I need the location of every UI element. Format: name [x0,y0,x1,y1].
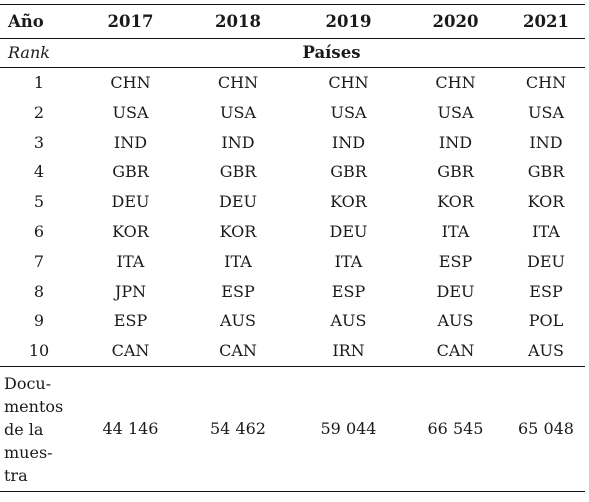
country-code-cell: CHN [217,73,259,92]
rank-row: 10 CAN CAN IRN CAN AUS [0,336,585,367]
country-code-cell: KOR [437,192,474,212]
country-ranking-table: Año 2017 2018 2019 2020 2021 Rank Países… [0,4,585,492]
country-code-cell: IND [529,132,563,152]
rank-number: 10 [0,336,78,367]
documents-label-line: de la [4,419,44,439]
year-header-2017: 2017 [78,4,183,39]
country-code-cell: ITA [532,221,560,241]
country-code-cell: IND [113,132,148,152]
country-code-cell: POL [528,311,564,331]
country-code-cell: ITA [334,251,363,271]
year-column-header: Año [0,4,78,39]
rank-number: 8 [33,281,45,301]
year-header-2018: 2018 [183,4,293,39]
documents-count-2020: 66 545 [404,366,507,492]
rank-row: 9 ESP AUS AUS AUS POL [0,306,585,336]
documents-count-2017: 44 146 [78,366,183,492]
country-code-cell: CAN [183,336,293,367]
country-code-cell: CAN [404,336,507,367]
country-code-cell: USA [528,102,564,122]
rank-number: 9 [33,311,45,331]
country-code-cell: ESP [529,281,563,301]
country-code-cell: CHN [435,73,476,92]
documents-label-line: tra [4,465,28,485]
country-code-cell: ESP [438,251,473,271]
country-code-cell: DEU [436,281,475,301]
rank-number: 3 [33,132,45,152]
country-code-cell: IND [331,132,366,152]
documents-label: Docu- mentos de la mues- tra [0,366,78,492]
country-code-cell: GBR [330,162,367,182]
country-code-cell: KOR [219,221,257,241]
rank-number: 5 [33,192,45,212]
country-code-cell: AUS [330,311,367,331]
country-code-cell: IRN [293,336,404,367]
rank-number: 6 [33,221,45,241]
documents-count-2018: 54 462 [183,366,293,492]
documents-section: Docu- mentos de la mues- tra 44 146 54 4… [0,366,585,492]
country-code-cell: KOR [527,192,565,212]
documents-label-line: mues- [4,442,53,462]
country-code-cell: GBR [527,162,565,182]
rank-row: 4 GBR GBR GBR GBR GBR [0,157,585,187]
country-code-cell: GBR [437,162,474,182]
country-code-cell: USA [330,102,367,122]
country-code-cell: USA [437,102,474,122]
year-header-row: Año 2017 2018 2019 2020 2021 [0,4,585,39]
country-code-cell: AUS [437,311,474,331]
country-code-cell: CHN [110,73,151,92]
documents-label-line: mentos [4,396,64,416]
country-code-cell: USA [220,102,256,122]
rank-row: 8 JPN ESP ESP DEU ESP [0,277,585,307]
country-code-cell: IND [221,132,255,152]
country-code-cell: DEU [329,221,368,241]
rank-number: 7 [33,251,45,271]
country-code-cell: CHN [328,73,369,92]
documents-count-2019: 59 044 [293,366,404,492]
country-code-cell: GBR [219,162,257,182]
rank-label: Rank [0,38,78,68]
country-code-cell: ESP [221,281,255,301]
country-code-cell: JPN [114,281,147,301]
documents-label-line: Docu- [4,373,52,393]
country-code-cell: AUS [220,311,256,331]
year-header-2020: 2020 [404,4,507,39]
rank-number: 1 [33,73,45,92]
rank-row: 3 IND IND IND IND IND [0,128,585,158]
rank-number: 2 [33,102,45,122]
rank-number: 4 [33,162,45,182]
rank-row: 6 KOR KOR DEU ITA ITA [0,217,585,247]
rank-row: 7 ITA ITA ITA ESP DEU [0,247,585,277]
rank-row: 1 CHN CHN CHN CHN CHN [0,68,585,98]
country-code-cell: CAN [78,336,183,367]
country-code-cell: AUS [507,336,585,367]
documents-count-2021: 65 048 [507,366,585,492]
country-code-cell: ITA [116,251,145,271]
country-code-cell: GBR [112,162,149,182]
ranking-rows: 1 CHN CHN CHN CHN CHN 2 USA USA USA USA USA 3 IND IND I… [0,68,585,367]
country-code-cell: KOR [330,192,367,212]
country-code-cell: ITA [441,221,470,241]
country-code-cell: DEU [219,192,257,212]
country-code-cell: DEU [527,251,565,271]
year-header-2021: 2021 [507,4,585,39]
country-code-cell: CHN [525,73,567,92]
rank-row: 5 DEU DEU KOR KOR KOR [0,187,585,217]
year-header-2019: 2019 [293,4,404,39]
documents-row: Docu- mentos de la mues- tra 44 146 54 4… [0,366,585,492]
rank-row: 2 USA USA USA USA USA [0,98,585,128]
country-code-cell: KOR [112,221,149,241]
country-code-cell: IND [438,132,473,152]
country-code-cell: ESP [331,281,366,301]
country-code-cell: ESP [113,311,148,331]
countries-group-label: Países [78,38,585,68]
country-code-cell: USA [112,102,149,122]
country-code-cell: ITA [224,251,252,271]
subheader-row: Rank Países [0,38,585,68]
country-code-cell: DEU [111,192,150,212]
